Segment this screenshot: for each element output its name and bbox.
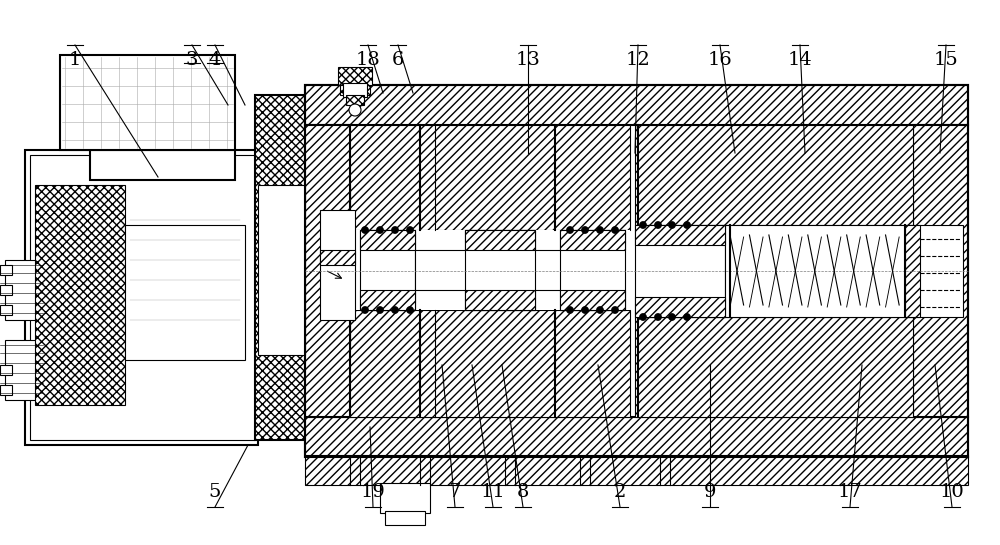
Bar — [348, 93, 362, 105]
Text: 19: 19 — [361, 483, 385, 501]
Polygon shape — [635, 125, 913, 225]
Bar — [0, 305, 12, 315]
Bar — [905, 225, 963, 317]
Circle shape — [566, 227, 574, 233]
Bar — [5, 260, 43, 320]
Text: 11: 11 — [481, 483, 505, 501]
Polygon shape — [635, 297, 725, 317]
Circle shape — [566, 306, 574, 313]
Polygon shape — [635, 317, 913, 417]
Bar — [360, 230, 415, 310]
Text: 1: 1 — [69, 51, 81, 69]
Bar — [0, 365, 12, 375]
Bar — [385, 511, 425, 525]
Bar — [635, 225, 725, 317]
Circle shape — [362, 227, 369, 233]
Text: 12: 12 — [626, 51, 650, 69]
Circle shape — [654, 221, 662, 228]
Text: 16: 16 — [708, 51, 732, 69]
Circle shape — [612, 306, 618, 313]
Circle shape — [582, 306, 588, 313]
Circle shape — [684, 221, 690, 228]
Circle shape — [596, 227, 604, 233]
Bar — [343, 83, 367, 97]
Polygon shape — [635, 225, 725, 245]
Bar — [90, 150, 235, 180]
Circle shape — [349, 104, 361, 116]
Circle shape — [640, 313, 646, 320]
Bar — [25, 150, 258, 445]
Circle shape — [654, 313, 662, 320]
Text: 2: 2 — [614, 483, 626, 501]
Bar — [305, 85, 968, 457]
Bar — [305, 455, 968, 485]
Circle shape — [362, 306, 369, 313]
Text: 13: 13 — [516, 51, 540, 69]
Polygon shape — [305, 417, 968, 457]
Circle shape — [392, 306, 398, 313]
Polygon shape — [360, 290, 415, 310]
Bar — [380, 483, 430, 513]
Polygon shape — [255, 95, 310, 440]
Bar — [340, 75, 370, 95]
Bar — [415, 250, 595, 290]
Text: 9: 9 — [704, 483, 716, 501]
Bar — [125, 225, 245, 360]
Polygon shape — [465, 230, 535, 250]
Bar — [725, 225, 905, 317]
Polygon shape — [360, 230, 415, 250]
Polygon shape — [30, 155, 255, 440]
Polygon shape — [350, 310, 630, 417]
Text: 3: 3 — [186, 51, 198, 69]
Polygon shape — [560, 290, 625, 310]
Circle shape — [612, 227, 618, 233]
Text: 15: 15 — [934, 51, 958, 69]
Text: 14: 14 — [788, 51, 812, 69]
Circle shape — [377, 227, 384, 233]
Polygon shape — [35, 185, 125, 405]
Bar — [338, 67, 372, 85]
Bar — [560, 230, 625, 310]
Bar — [258, 185, 305, 355]
Circle shape — [640, 221, 646, 228]
Circle shape — [684, 313, 690, 320]
Bar — [5, 340, 43, 400]
Circle shape — [596, 306, 604, 313]
Bar — [346, 95, 364, 105]
Bar — [0, 265, 12, 275]
Text: 18: 18 — [356, 51, 380, 69]
Circle shape — [377, 306, 384, 313]
Text: 10: 10 — [940, 483, 964, 501]
Text: 6: 6 — [392, 51, 404, 69]
Polygon shape — [305, 125, 350, 417]
Circle shape — [668, 313, 676, 320]
Polygon shape — [320, 250, 355, 265]
Bar — [350, 230, 630, 310]
Text: 5: 5 — [209, 483, 221, 501]
Circle shape — [582, 227, 588, 233]
Text: 8: 8 — [517, 483, 529, 501]
Text: 4: 4 — [209, 51, 221, 69]
Bar — [0, 285, 12, 295]
Circle shape — [406, 306, 414, 313]
Polygon shape — [560, 230, 625, 250]
Text: 17: 17 — [838, 483, 862, 501]
Bar — [0, 385, 12, 395]
Circle shape — [668, 221, 676, 228]
Bar — [465, 230, 535, 310]
Polygon shape — [305, 85, 968, 125]
Polygon shape — [905, 225, 920, 317]
Circle shape — [406, 227, 414, 233]
Circle shape — [392, 227, 398, 233]
Polygon shape — [913, 125, 968, 417]
Bar — [60, 55, 235, 150]
Polygon shape — [350, 125, 630, 230]
Text: 7: 7 — [449, 483, 461, 501]
Polygon shape — [465, 290, 535, 310]
Circle shape — [347, 69, 363, 85]
Bar — [320, 210, 355, 320]
